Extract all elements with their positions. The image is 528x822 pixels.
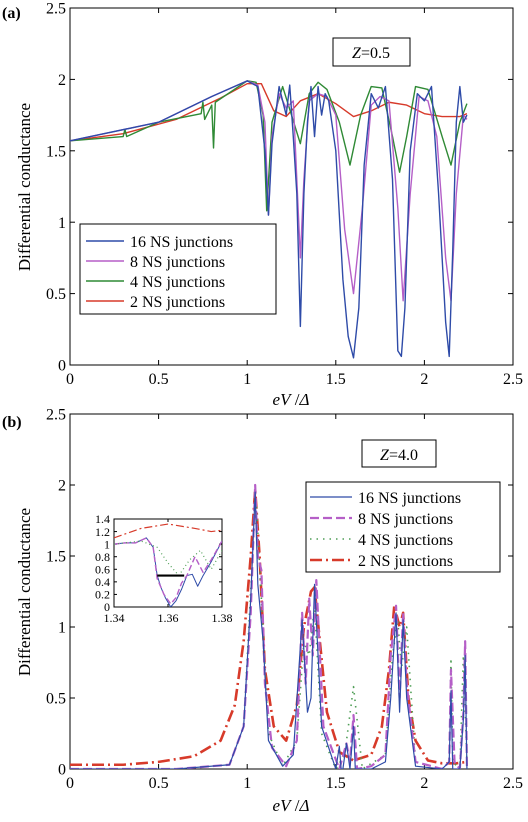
panel-a-z-box bbox=[332, 37, 411, 67]
panel-a-plot-frame bbox=[69, 7, 514, 366]
panel-a-x-tick-label: 1.5 bbox=[326, 371, 346, 388]
svg-text:Z=0.5: Z=0.5 bbox=[352, 45, 390, 62]
inset-x-tick-label: 1.34 bbox=[104, 611, 125, 625]
panel-a-x-tick-label: 1 bbox=[243, 371, 251, 388]
panel-a: (a) 0 0.5 1 1.5 2 2.5 0 0.5 1 1.5 2 2.5 Z=0.5 16 NS… bbox=[2, 1, 523, 409]
inset-y-tick-label: 0.8 bbox=[95, 550, 110, 564]
panel-b-y-tick-label: 0.5 bbox=[46, 691, 66, 708]
inset-ticks: 1.34 1.36 1.38 00.20.40.60.811.21.4 bbox=[95, 512, 233, 625]
panel-a-legend: 16 NS junctions 8 NS junctions 4 NS junc… bbox=[79, 223, 277, 315]
legend-entry: 4 NS junctions bbox=[310, 532, 453, 549]
panel-b-legend: 16 NS junctions 8 NS junctions 4 NS junc… bbox=[305, 481, 501, 573]
panel-a-x-axis-label: eV /Δ bbox=[273, 390, 310, 409]
panel-b-x-tick-label: 0.5 bbox=[149, 775, 169, 792]
panel-a-y-axis-label: Differential conductance bbox=[15, 103, 34, 271]
inset-y-tick-label: 0.4 bbox=[95, 575, 110, 589]
inset-x-tick-label: 1.36 bbox=[158, 611, 179, 625]
panel-b-x-tick-label: 1 bbox=[243, 775, 251, 792]
inset-y-tick-label: 0.2 bbox=[95, 588, 110, 602]
inset-y-tick-label: 1.2 bbox=[95, 525, 110, 539]
legend-label: 4 NS junctions bbox=[358, 532, 453, 549]
panel-b-x-tick-label: 1.5 bbox=[326, 775, 346, 792]
panel-a-y-tick-label: 1 bbox=[58, 215, 66, 232]
panel-b-y-tick-label: 0 bbox=[58, 762, 66, 779]
panel-a-x-tick-label: 2.5 bbox=[503, 371, 523, 388]
panel-b-plot-frame bbox=[69, 413, 514, 770]
panel-b-y-tick-label: 1.5 bbox=[46, 549, 66, 566]
legend-entry: 4 NS junctions bbox=[86, 274, 225, 291]
inset-series bbox=[114, 523, 222, 607]
panel-b-y-axis-label: Differential conductance bbox=[15, 508, 34, 676]
panel-a-ticks: 0 0.5 1 1.5 2 2.5 0 0.5 1 1.5 2 2.5 bbox=[46, 1, 523, 388]
inset-x-tick-label: 1.38 bbox=[212, 611, 233, 625]
legend-entry: 2 NS junctions bbox=[310, 553, 453, 570]
panel-a-series-8-ns-line bbox=[70, 80, 468, 302]
legend-label: 16 NS junctions bbox=[358, 490, 461, 507]
legend-entry: 16 NS junctions bbox=[310, 490, 461, 507]
panel-a-y-tick-label: 2 bbox=[58, 72, 66, 89]
inset-y-tick-label: 1 bbox=[104, 537, 110, 551]
panel-b-x-axis-label: eV /Δ bbox=[273, 796, 310, 815]
panel-a-y-tick-label: 0 bbox=[58, 358, 66, 375]
panel-a-z-value: =0.5 bbox=[361, 45, 390, 62]
panel-a-series-4-ns-line bbox=[70, 80, 468, 212]
panel-b-y-tick-label: 1 bbox=[58, 620, 66, 637]
legend-label: 8 NS junctions bbox=[358, 511, 453, 528]
legend-label: 2 NS junctions bbox=[130, 294, 225, 311]
panel-b-inset: 1.34 1.36 1.38 00.20.40.60.811.21.4 bbox=[95, 512, 233, 625]
panel-b-x-tick-label: 2.5 bbox=[503, 775, 523, 792]
panel-a-series bbox=[70, 80, 468, 359]
panel-a-label: (a) bbox=[2, 5, 21, 22]
legend-entry: 8 NS junctions bbox=[86, 254, 225, 271]
panel-b-z-annotation: Z=4.0 bbox=[361, 439, 437, 468]
legend-label: 2 NS junctions bbox=[358, 553, 453, 570]
inset-y-tick-label: 0 bbox=[104, 600, 110, 614]
inset-series-3-line bbox=[114, 523, 222, 539]
panel-a-x-tick-label: 0 bbox=[66, 371, 74, 388]
svg-text:Z=4.0: Z=4.0 bbox=[380, 447, 418, 464]
panel-b-z-var: Z bbox=[380, 447, 390, 464]
panel-a-y-tick-label: 2.5 bbox=[46, 1, 66, 18]
panel-b-y-tick-label: 2.5 bbox=[46, 407, 66, 424]
panel-b-y-tick-label: 2 bbox=[58, 478, 66, 495]
legend-label: 16 NS junctions bbox=[130, 234, 233, 251]
legend-entry: 8 NS junctions bbox=[310, 511, 453, 528]
panel-a-y-tick-label: 0.5 bbox=[46, 286, 66, 303]
legend-label: 8 NS junctions bbox=[130, 254, 225, 271]
panel-b-ticks: 0 0.5 1 1.5 2 2.5 0 0.5 1 1.5 2 2.5 bbox=[46, 407, 523, 792]
panel-a-z-var: Z bbox=[352, 45, 362, 62]
panel-a-x-tick-label: 2 bbox=[420, 371, 428, 388]
legend-label: 4 NS junctions bbox=[130, 274, 225, 291]
panel-b-label: (b) bbox=[2, 414, 22, 431]
panel-b-z-box bbox=[361, 439, 437, 468]
panel-a-x-tick-label: 0.5 bbox=[149, 371, 169, 388]
panel-b: (b) 0 0.5 1 1.5 2 2.5 0 0.5 1 1.5 2 2.5 Z=4.0 16 NS… bbox=[2, 407, 523, 815]
panel-a-legend-box bbox=[79, 223, 277, 315]
inset-frame bbox=[113, 518, 223, 608]
inset-y-tick-label: 0.6 bbox=[95, 562, 110, 576]
panel-b-z-value: =4.0 bbox=[389, 447, 418, 464]
panel-a-series-16-ns-line bbox=[70, 80, 468, 359]
panel-b-x-tick-label: 2 bbox=[420, 775, 428, 792]
legend-entry: 16 NS junctions bbox=[86, 234, 233, 251]
panel-b-x-tick-label: 0 bbox=[66, 775, 74, 792]
panel-a-y-tick-label: 1.5 bbox=[46, 143, 66, 160]
panel-a-z-annotation: Z=0.5 bbox=[332, 37, 411, 67]
panel-b-series-16-ns-line bbox=[70, 491, 468, 769]
legend-entry: 2 NS junctions bbox=[86, 294, 225, 311]
panel-b-series bbox=[70, 483, 469, 769]
inset-y-tick-label: 1.4 bbox=[95, 512, 110, 526]
